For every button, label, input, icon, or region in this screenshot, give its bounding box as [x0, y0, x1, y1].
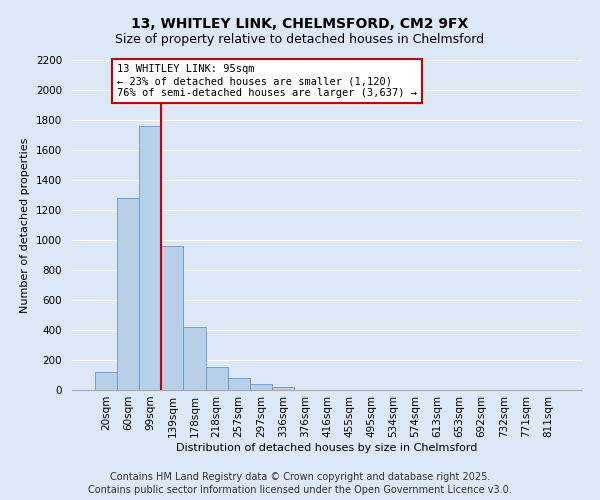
- Text: 13 WHITLEY LINK: 95sqm
← 23% of detached houses are smaller (1,120)
76% of semi-: 13 WHITLEY LINK: 95sqm ← 23% of detached…: [117, 64, 417, 98]
- Text: 13, WHITLEY LINK, CHELMSFORD, CM2 9FX: 13, WHITLEY LINK, CHELMSFORD, CM2 9FX: [131, 18, 469, 32]
- Bar: [272, 387, 294, 390]
- Text: Contains public sector information licensed under the Open Government Licence v3: Contains public sector information licen…: [88, 485, 512, 495]
- Bar: [117, 198, 139, 390]
- Y-axis label: Number of detached properties: Number of detached properties: [20, 138, 31, 312]
- Bar: [139, 126, 161, 390]
- Bar: [206, 367, 227, 390]
- Bar: [184, 327, 206, 390]
- Text: Contains HM Land Registry data © Crown copyright and database right 2025.: Contains HM Land Registry data © Crown c…: [110, 472, 490, 482]
- Text: Size of property relative to detached houses in Chelmsford: Size of property relative to detached ho…: [115, 32, 485, 46]
- Bar: [250, 384, 272, 390]
- Bar: [161, 246, 184, 390]
- X-axis label: Distribution of detached houses by size in Chelmsford: Distribution of detached houses by size …: [176, 442, 478, 452]
- Bar: [95, 372, 117, 390]
- Bar: [227, 378, 250, 390]
